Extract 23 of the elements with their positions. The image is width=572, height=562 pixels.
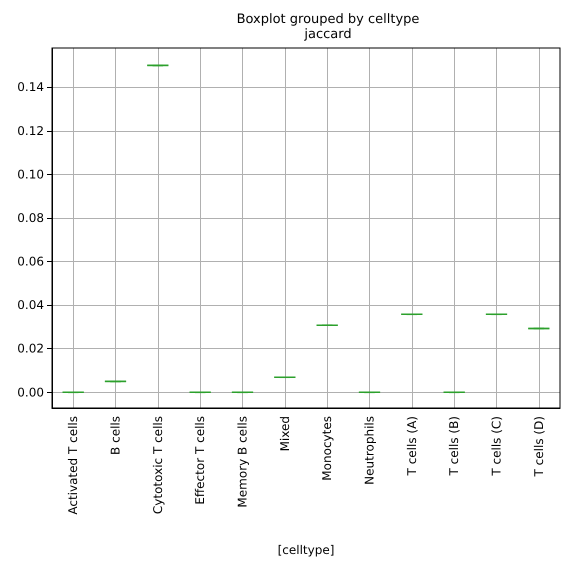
- y-tick-label: 0.08: [17, 210, 44, 225]
- y-tick-label: 0.00: [17, 385, 44, 400]
- x-tick-label: Mixed: [278, 416, 292, 452]
- chart-subtitle: jaccard: [303, 27, 352, 42]
- x-tick-label: Memory B cells: [236, 416, 250, 508]
- x-tick-label: Activated T cells: [66, 416, 80, 515]
- y-tick-label: 0.02: [17, 342, 44, 356]
- x-tick-label: B cells: [108, 416, 122, 455]
- x-tick-label: Effector T cells: [193, 416, 208, 505]
- y-tick-label: 0.04: [17, 298, 44, 312]
- y-tick-label: 0.06: [17, 254, 44, 269]
- x-tick-label: Neutrophils: [362, 416, 376, 485]
- y-tick-label: 0.10: [17, 167, 44, 182]
- x-tick-label: T cells (B): [447, 416, 462, 476]
- x-tick-label: T cells (D): [532, 416, 546, 478]
- x-tick-label: Monocytes: [320, 416, 334, 481]
- y-tick-label: 0.14: [17, 80, 44, 94]
- x-axis-title: [celltype]: [278, 543, 334, 557]
- x-tick-label: T cells (A): [404, 416, 419, 476]
- x-tick-label: T cells (C): [490, 416, 504, 477]
- chart-title: Boxplot grouped by celltype: [236, 12, 420, 27]
- y-tick-label: 0.12: [17, 124, 44, 138]
- x-tick-label: Cytotoxic T cells: [150, 416, 165, 514]
